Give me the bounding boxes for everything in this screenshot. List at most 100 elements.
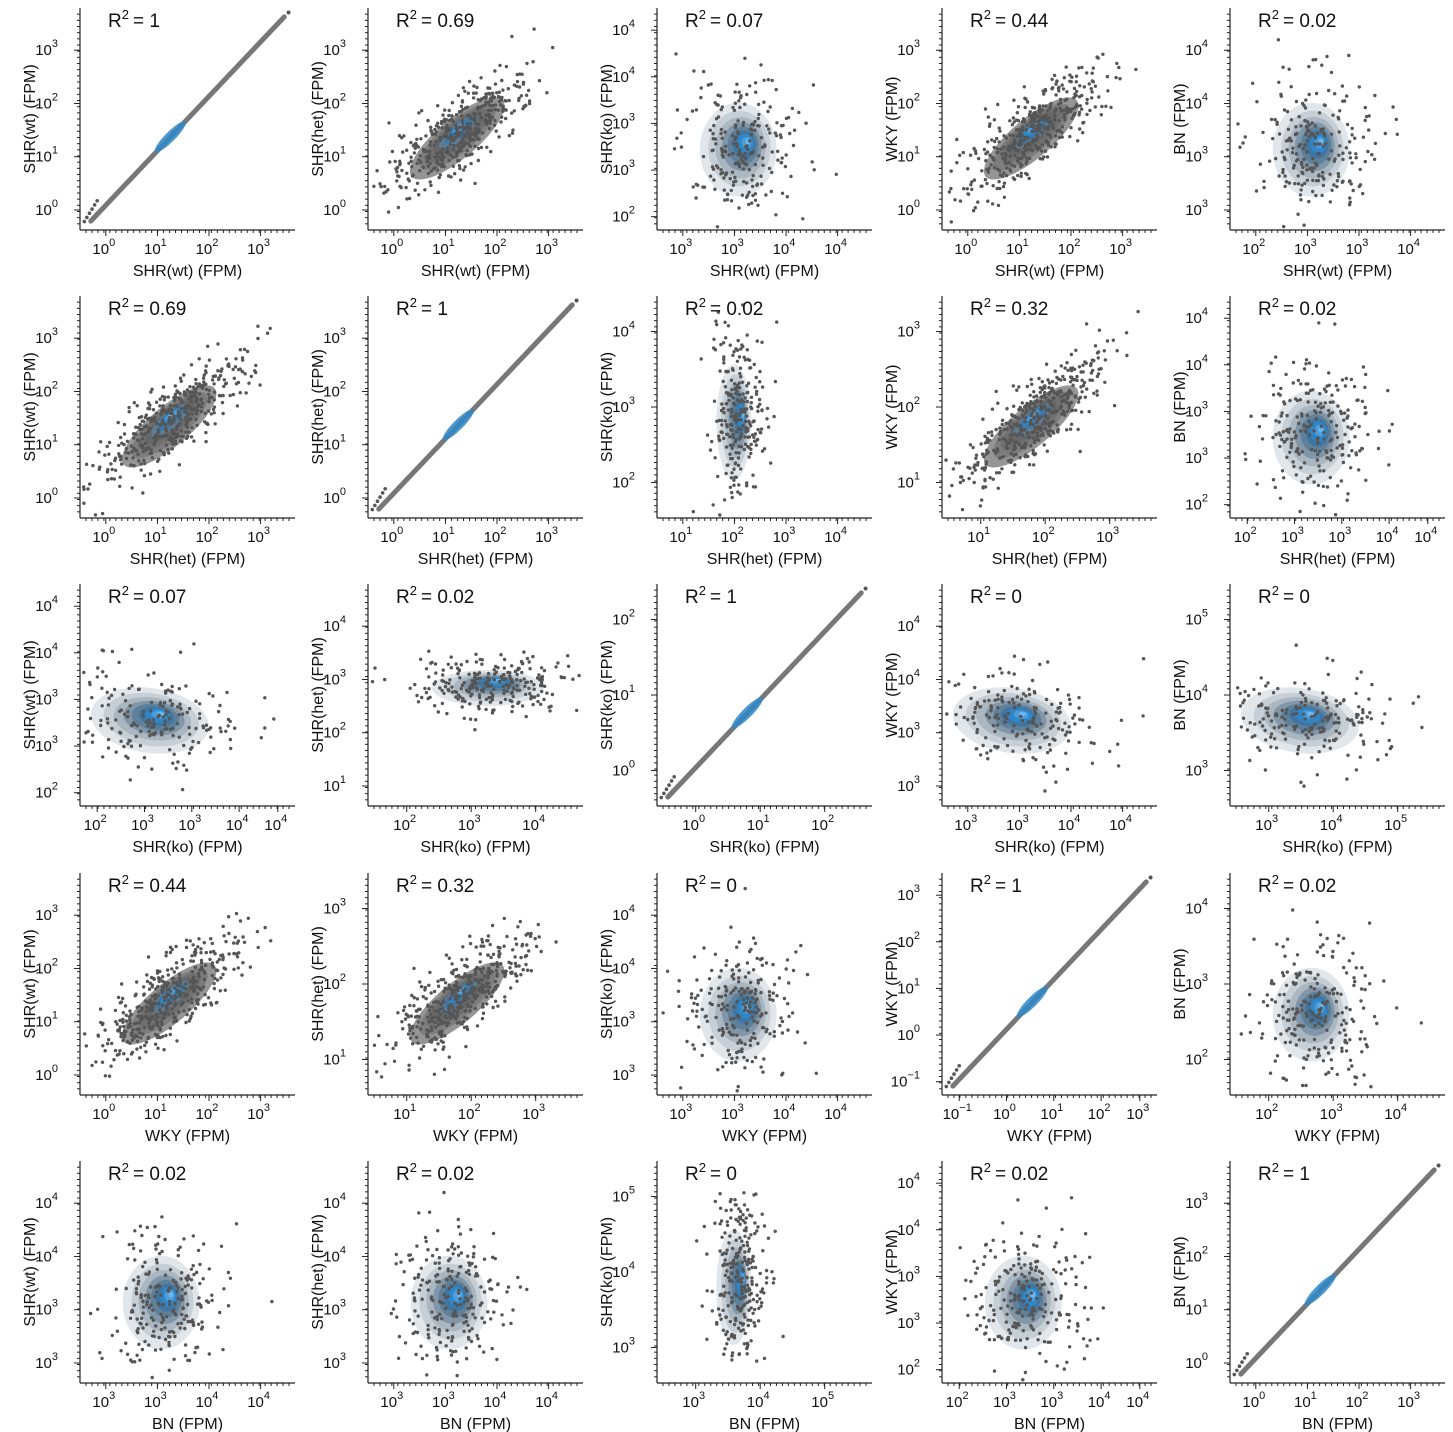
data-point xyxy=(224,729,228,733)
data-point xyxy=(124,456,129,461)
data-point xyxy=(983,441,988,445)
data-point xyxy=(93,513,98,517)
data-point xyxy=(732,417,737,422)
data-point xyxy=(172,752,176,756)
y-tick-exponent: 3 xyxy=(340,38,346,50)
data-point xyxy=(444,680,448,685)
x-tick-exponent: 3 xyxy=(1126,237,1132,249)
data-point xyxy=(456,697,460,701)
data-point xyxy=(1283,737,1288,741)
data-point xyxy=(1321,144,1326,148)
data-point xyxy=(1043,789,1047,793)
data-point xyxy=(191,739,195,744)
data-point xyxy=(407,161,411,165)
data-point xyxy=(1244,457,1248,462)
x-tick-exponent: 3 xyxy=(789,525,795,537)
data-point xyxy=(370,679,375,684)
data-point xyxy=(515,684,519,688)
r-squared-exponent: 2 xyxy=(1272,7,1279,22)
data-point xyxy=(484,697,488,701)
data-point xyxy=(408,686,412,690)
data-point xyxy=(1070,75,1074,80)
data-point xyxy=(199,409,204,414)
data-point xyxy=(759,136,763,140)
data-point xyxy=(1011,749,1015,753)
data-point xyxy=(492,678,496,682)
data-point xyxy=(966,167,970,171)
data-point xyxy=(1282,108,1287,112)
data-point xyxy=(1042,443,1046,447)
data-point xyxy=(517,85,522,89)
data-point xyxy=(998,456,1002,460)
data-point xyxy=(1064,65,1068,69)
data-point xyxy=(499,120,503,124)
data-point xyxy=(1344,376,1349,381)
data-point xyxy=(1067,388,1072,393)
data-point xyxy=(1312,429,1316,433)
data-point xyxy=(467,672,471,676)
data-point xyxy=(202,373,206,377)
data-point xyxy=(1323,738,1327,742)
data-point xyxy=(1315,163,1319,168)
data-point xyxy=(258,383,262,387)
data-point xyxy=(1269,745,1273,749)
data-point xyxy=(1033,452,1038,456)
data-point xyxy=(209,412,213,416)
x-tick-label: 103 xyxy=(1346,237,1369,258)
data-point xyxy=(1077,110,1082,115)
data-point xyxy=(729,199,734,203)
data-point xyxy=(1337,117,1341,121)
x-tick-label: 103 xyxy=(1006,813,1029,834)
x-tick-label: 100 xyxy=(682,813,705,834)
data-point xyxy=(1012,440,1016,444)
data-point xyxy=(708,128,712,132)
data-point xyxy=(1059,100,1063,105)
data-point xyxy=(436,154,440,159)
data-point xyxy=(498,680,502,684)
data-point xyxy=(741,392,745,396)
data-point xyxy=(1327,88,1331,93)
data-point xyxy=(1328,746,1333,750)
data-point xyxy=(240,369,244,374)
data-point xyxy=(1354,156,1358,160)
data-point xyxy=(104,674,108,678)
data-point xyxy=(1019,714,1023,719)
data-point xyxy=(1243,689,1247,694)
data-point xyxy=(739,434,743,439)
data-point xyxy=(247,381,251,385)
data-point xyxy=(500,78,504,83)
x-axis-label: SHR(wt) (FPM) xyxy=(995,263,1104,280)
r-squared-label: R2 = 0.07 xyxy=(108,583,186,608)
data-point xyxy=(114,718,118,722)
data-point xyxy=(441,673,445,677)
y-tick-label: 103 xyxy=(1185,446,1208,467)
y-axis-label: SHR(het) (FPM) xyxy=(310,61,327,177)
data-point xyxy=(157,457,161,461)
x-tick-label: 104 xyxy=(1414,525,1437,546)
data-point xyxy=(1046,432,1051,436)
data-point xyxy=(492,668,496,672)
data-point xyxy=(1047,742,1052,747)
data-point xyxy=(125,439,130,443)
y-tick-exponent: 1 xyxy=(914,145,920,157)
data-point xyxy=(986,140,990,144)
data-point xyxy=(1277,80,1281,85)
data-point xyxy=(515,672,519,677)
data-point xyxy=(1015,695,1019,699)
data-point xyxy=(517,666,521,671)
data-point xyxy=(1299,700,1304,705)
data-point xyxy=(725,432,729,436)
data-point xyxy=(1347,453,1351,458)
data-point xyxy=(157,713,161,717)
data-point xyxy=(720,105,724,109)
data-point xyxy=(480,131,485,135)
data-point xyxy=(1032,390,1036,394)
data-point xyxy=(1019,174,1023,179)
data-point xyxy=(1330,437,1334,441)
x-tick-label: 100 xyxy=(954,237,977,258)
data-point xyxy=(1043,427,1048,431)
data-point xyxy=(1037,376,1041,381)
data-point xyxy=(194,390,198,395)
data-point xyxy=(139,462,143,466)
data-point xyxy=(1045,750,1050,755)
